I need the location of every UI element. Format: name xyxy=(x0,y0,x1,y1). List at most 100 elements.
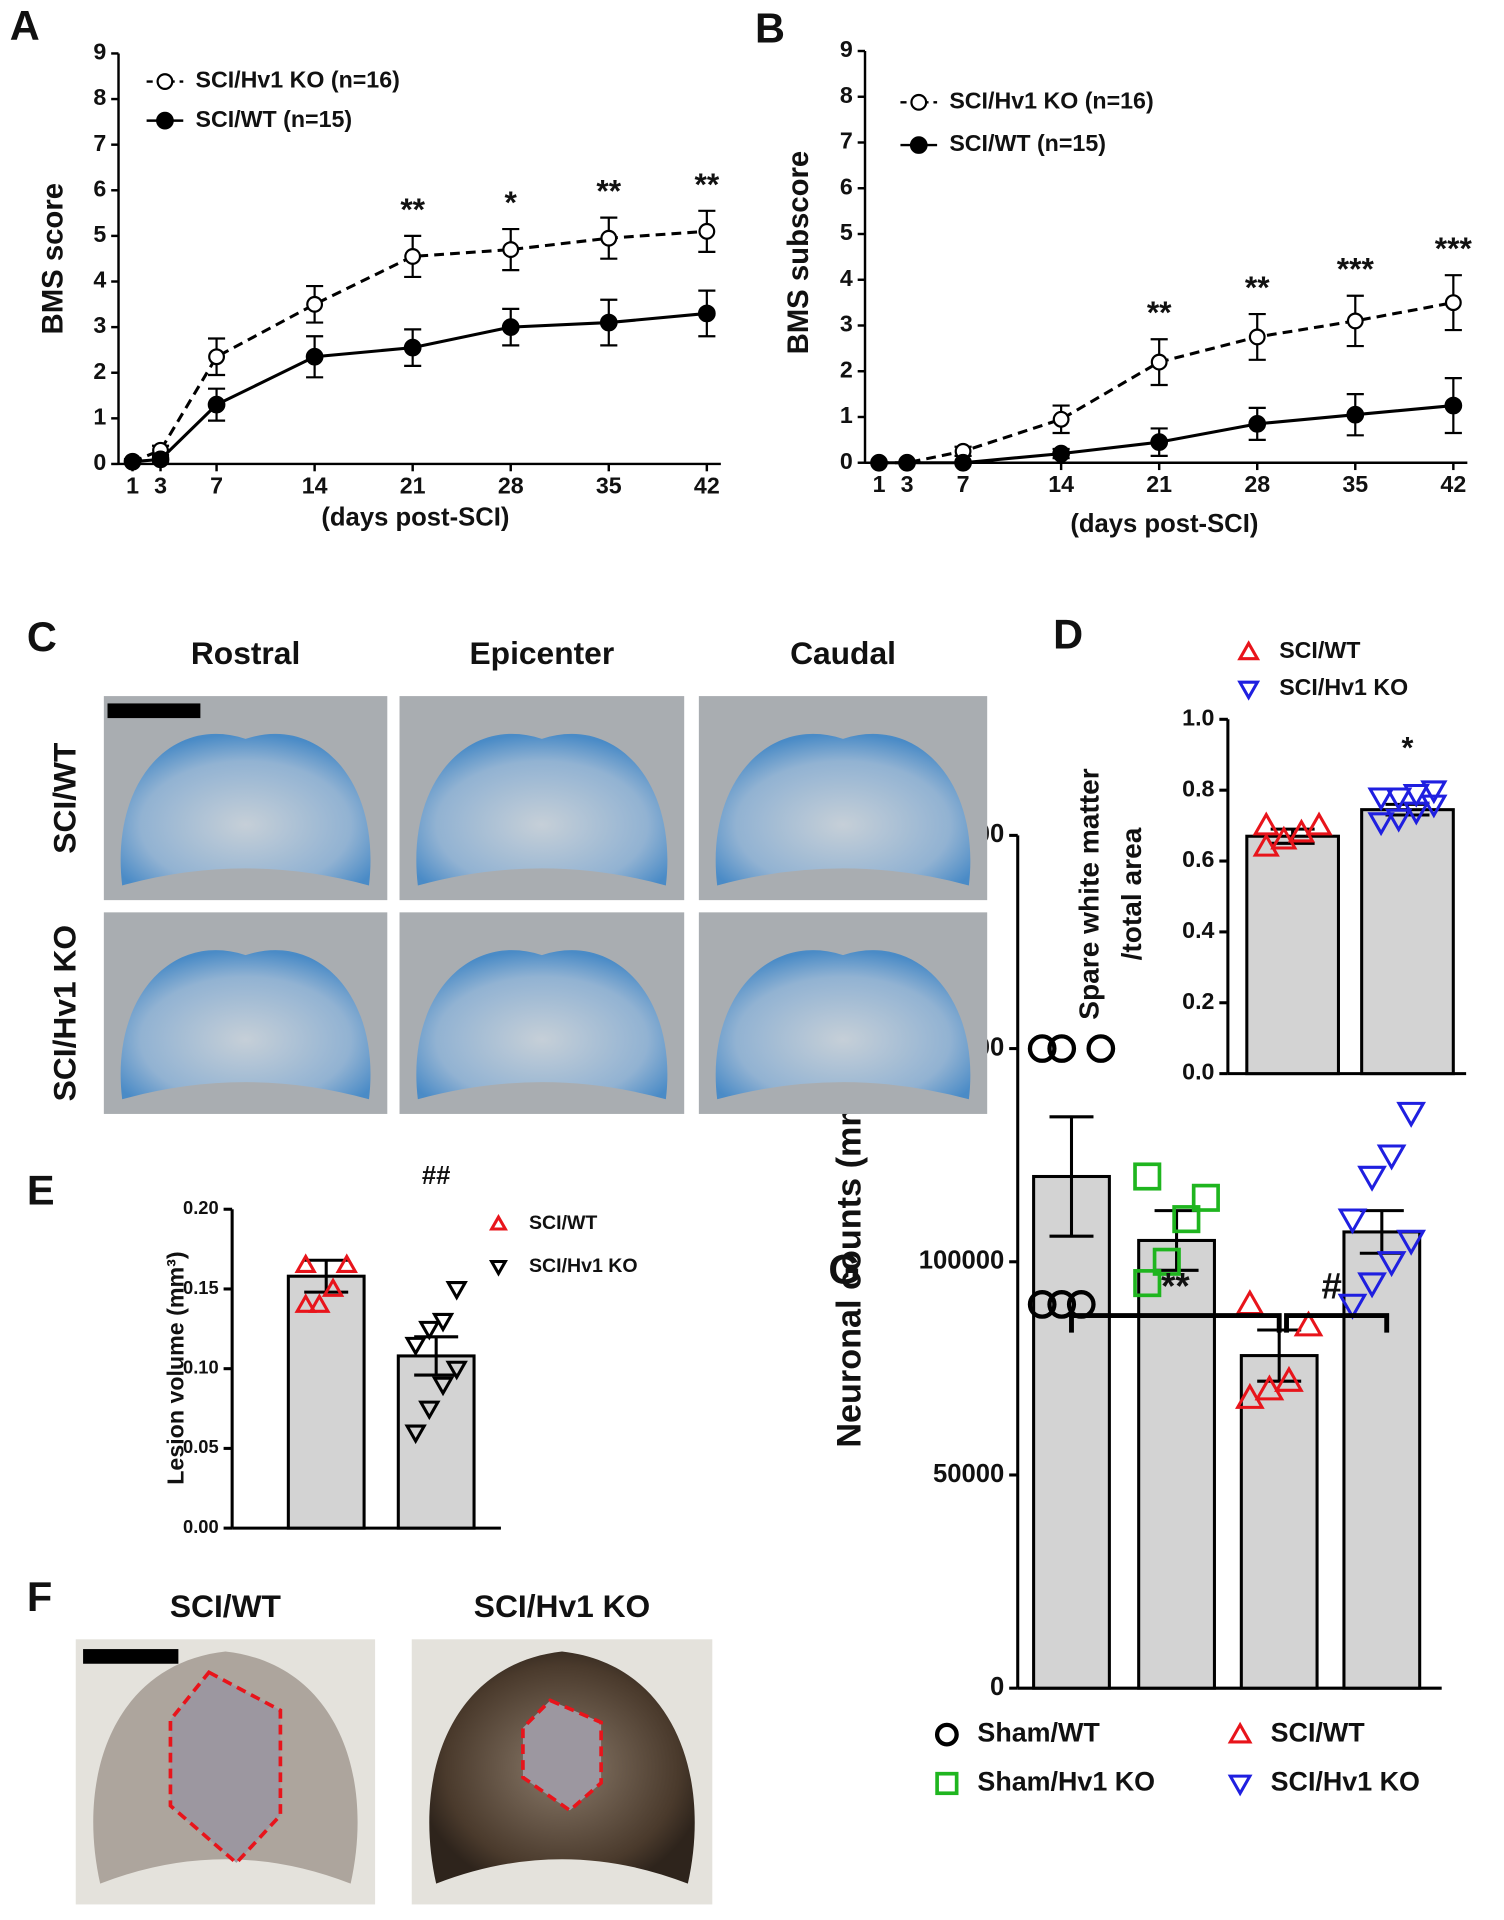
y-tick-label: 1 xyxy=(93,403,106,429)
data-point xyxy=(1150,353,1168,371)
significance: ** xyxy=(596,173,621,209)
bar xyxy=(396,1354,476,1530)
data-point xyxy=(123,452,142,471)
bracket xyxy=(1069,1313,1282,1333)
data-point xyxy=(1305,811,1333,836)
y-tick-label: 4 xyxy=(840,265,853,291)
y-tick-label: 50000 xyxy=(933,1460,1004,1488)
y-tick-label: 9 xyxy=(93,39,106,65)
legend-marker xyxy=(1227,1721,1253,1744)
data-point xyxy=(321,1277,345,1297)
y-tick-label: 3 xyxy=(93,312,106,338)
y-tick-label: 0.00 xyxy=(183,1516,219,1537)
legend-label: SCI/WT xyxy=(1271,1718,1366,1748)
x-tick-label: 14 xyxy=(1048,471,1074,497)
data-point xyxy=(697,304,716,323)
series-line xyxy=(879,404,1454,465)
y-tick-label: 0 xyxy=(840,448,853,474)
lesion-outline xyxy=(521,1698,603,1813)
data-point xyxy=(1052,410,1070,428)
data-point xyxy=(445,1281,468,1301)
panel-letter: F xyxy=(27,1573,52,1620)
data-point xyxy=(1367,787,1395,812)
data-point xyxy=(1252,832,1280,857)
x-tick-label: 1 xyxy=(873,471,886,497)
x-tick-label: 28 xyxy=(498,472,524,498)
bar xyxy=(1245,834,1340,1076)
significance: ** xyxy=(400,191,425,227)
y-axis-label: BMS score xyxy=(37,183,70,335)
data-point xyxy=(404,1336,427,1357)
scale-bar xyxy=(83,1649,179,1664)
significance: * xyxy=(505,184,518,220)
y-tick-label: 100000 xyxy=(919,1247,1005,1275)
tissue xyxy=(120,950,371,1100)
column-label: SCI/Hv1 KO xyxy=(474,1588,650,1624)
data-point xyxy=(151,450,170,469)
data-point xyxy=(1027,1290,1057,1319)
bar xyxy=(1032,1174,1111,1690)
data-point xyxy=(1052,444,1070,463)
data-point xyxy=(1385,787,1413,812)
x-tick-label: 1 xyxy=(126,472,139,498)
x-tick-label: 7 xyxy=(210,472,223,498)
data-point xyxy=(1235,1289,1265,1316)
data-point xyxy=(502,241,520,259)
data-point xyxy=(1047,1034,1077,1063)
data-point xyxy=(1337,1208,1368,1235)
legend-label: SCI/Hv1 KO xyxy=(1271,1767,1420,1797)
data-point xyxy=(1172,1205,1201,1234)
legend-marker xyxy=(1237,680,1261,701)
column-label: Caudal xyxy=(790,635,896,671)
data-point xyxy=(404,247,422,265)
data-point xyxy=(1337,1293,1368,1320)
y-tick-label: 0.4 xyxy=(1182,917,1214,943)
y-tick-label: 0.8 xyxy=(1182,775,1214,801)
x-tick-label: 21 xyxy=(1146,471,1172,497)
data-point xyxy=(208,348,225,366)
x-tick-label: 3 xyxy=(901,471,914,497)
data-point xyxy=(1357,1272,1387,1299)
y-tick-label: 0.05 xyxy=(183,1436,219,1457)
x-tick-label: 35 xyxy=(1342,471,1368,497)
bracket xyxy=(1284,1313,1390,1333)
data-point xyxy=(1235,1382,1265,1409)
tissue xyxy=(416,733,668,886)
y-tick-label: 0.20 xyxy=(183,1197,219,1218)
column-label: SCI/WT xyxy=(170,1588,282,1624)
data-point xyxy=(1357,1165,1387,1192)
data-point xyxy=(1133,1269,1162,1298)
significance: # xyxy=(1322,1265,1342,1306)
data-point xyxy=(1086,1034,1116,1063)
data-point xyxy=(1047,1290,1077,1319)
data-point xyxy=(431,1376,455,1397)
data-point xyxy=(445,1360,468,1381)
legend-label: SCI/Hv1 KO xyxy=(529,1255,638,1277)
data-point xyxy=(870,453,888,472)
significance: *** xyxy=(1435,230,1473,266)
data-point xyxy=(1396,1229,1426,1256)
error-bar xyxy=(1049,1115,1094,1238)
bar xyxy=(1360,808,1455,1076)
legend-label: Sham/WT xyxy=(977,1718,1100,1748)
data-point xyxy=(1287,818,1316,843)
data-point xyxy=(403,338,422,357)
data-point xyxy=(1444,396,1463,415)
scale-bar xyxy=(107,703,201,719)
column-label: Epicenter xyxy=(470,635,615,671)
bar xyxy=(1137,1238,1216,1690)
data-point xyxy=(335,1253,358,1273)
significance: ** xyxy=(1245,269,1270,305)
x-axis-label: (days post-SCI) xyxy=(321,504,509,532)
data-point xyxy=(1150,433,1169,452)
data-point xyxy=(431,1312,455,1333)
legend-marker xyxy=(935,1771,959,1796)
data-point xyxy=(1133,1162,1162,1191)
data-point xyxy=(1444,294,1462,312)
legend-marker xyxy=(934,1722,959,1747)
data-point xyxy=(600,229,618,247)
data-point xyxy=(1248,328,1266,346)
panel-letter: G xyxy=(828,1246,860,1293)
data-point xyxy=(599,313,618,332)
significance: ## xyxy=(422,1162,451,1190)
